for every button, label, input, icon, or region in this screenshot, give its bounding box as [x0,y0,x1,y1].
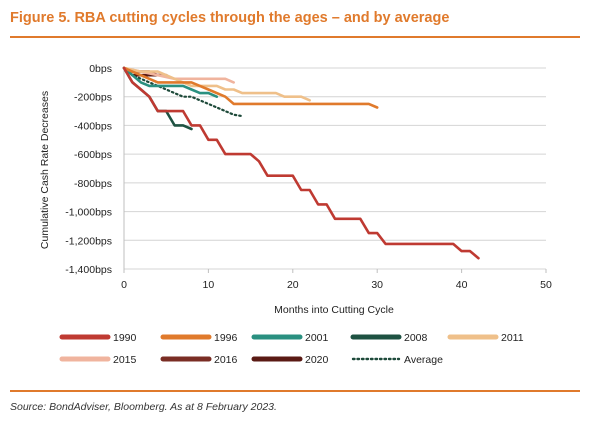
legend-label-2015: 2015 [113,354,137,366]
y-tick-label: -600bps [74,149,112,161]
legend-label-1996: 1996 [214,332,238,344]
series-lines [122,66,480,260]
legend-label-2001: 2001 [305,332,329,344]
x-tick-labels: 0 10 20 30 40 50 [121,279,552,291]
legend-label-2020: 2020 [305,354,329,366]
axes [123,68,547,273]
y-tick-label: -200bps [74,92,112,104]
line-chart: 0bps -200bps -400bps -600bps -800bps -1,000bp… [39,63,552,366]
y-tick-label: -1,200bps [65,235,112,247]
series-line-2001 [122,66,219,98]
title-divider [10,36,580,38]
x-tick-label: 50 [540,279,552,291]
y-axis-label: Cumulative Cash Rate Decreases [39,91,51,249]
y-tick-label: -400bps [74,120,112,132]
source-note: Source: BondAdviser, Bloomberg. As at 8 … [10,401,277,413]
x-tick-label: 0 [121,279,127,291]
legend-label-2016: 2016 [214,354,238,366]
legend-label-average: Average [404,354,443,366]
gridlines [124,67,546,270]
y-tick-label: -1,400bps [65,264,112,276]
footer-divider [10,390,580,392]
x-tick-label: 20 [287,279,299,291]
series-line-1990 [122,66,480,260]
figure-title: Figure 5. RBA cutting cycles through the… [10,10,450,26]
legend: 1990 1996 2001 2008 2011 2015 2016 2020 Average [59,332,524,366]
y-tick-label: 0bps [89,63,112,75]
series-line-2011 [122,66,311,102]
series-line-1996 [122,66,379,109]
y-tick-label: -1,000bps [65,207,112,219]
legend-label-2011: 2011 [501,332,524,344]
x-tick-label: 10 [203,279,215,291]
legend-label-2008: 2008 [404,332,428,344]
x-axis-label: Months into Cutting Cycle [274,304,394,316]
y-tick-labels: 0bps -200bps -400bps -600bps -800bps -1,000bp… [65,63,112,276]
legend-label-1990: 1990 [113,332,137,344]
x-tick-label: 40 [456,279,468,291]
series-line-average [122,66,244,118]
x-tick-label: 30 [371,279,383,291]
y-tick-label: -800bps [74,178,112,190]
